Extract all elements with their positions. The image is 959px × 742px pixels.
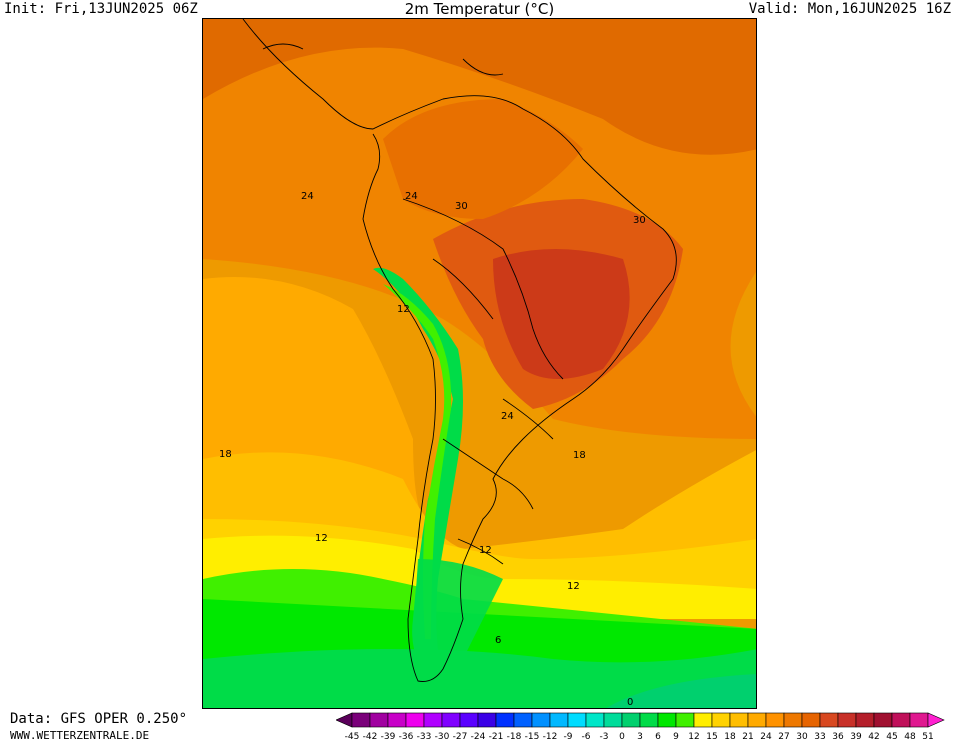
- legend-swatch: [837, 712, 857, 728]
- valid-time: Valid: Mon,16JUN2025 16Z: [748, 1, 951, 17]
- legend-tick-label: 0: [619, 732, 625, 741]
- legend-tick-label: 18: [724, 732, 736, 741]
- legend-swatch: [351, 712, 371, 728]
- legend-swatch: [441, 712, 461, 728]
- legend-tick-label: -27: [453, 732, 468, 741]
- temperature-map: 24 24 30 30 12 24 18 18 12 12 12 6 0: [202, 18, 757, 709]
- legend-tick-label: 36: [832, 732, 844, 741]
- legend-tick-label: 9: [673, 732, 679, 741]
- legend-tick-label: -42: [363, 732, 378, 741]
- contour-label: 24: [405, 191, 418, 202]
- legend-tick-label: -9: [564, 732, 573, 741]
- legend-tick-label: -12: [543, 732, 558, 741]
- legend-swatch: [585, 712, 605, 728]
- legend-tick-label: -24: [471, 732, 486, 741]
- legend-swatch: [855, 712, 875, 728]
- contour-label: 6: [495, 635, 501, 646]
- legend-tick-label: 6: [655, 732, 661, 741]
- legend-swatch: [603, 712, 623, 728]
- contour-label: 24: [501, 411, 514, 422]
- legend-swatch: [783, 712, 803, 728]
- legend-tick-label: -33: [417, 732, 432, 741]
- legend-swatch: [747, 712, 767, 728]
- legend-swatch: [621, 712, 641, 728]
- data-source: Data: GFS OPER 0.250°: [10, 711, 188, 727]
- contour-label: 12: [397, 304, 410, 315]
- init-time: Init: Fri,13JUN2025 06Z: [4, 1, 198, 17]
- legend-tick-label: 21: [742, 732, 753, 741]
- legend-swatch: [873, 712, 893, 728]
- contour-label: 30: [633, 215, 646, 226]
- legend-swatch: [405, 712, 425, 728]
- legend-swatch: [891, 712, 911, 728]
- contour-label: 18: [573, 450, 586, 461]
- contour-label: 12: [567, 581, 580, 592]
- legend-tick-label: 48: [904, 732, 916, 741]
- website-credit: WWW.WETTERZENTRALE.DE: [10, 729, 150, 742]
- legend-swatch: [675, 712, 695, 728]
- legend-tick-label: -39: [381, 732, 396, 741]
- legend-tick-label: -15: [525, 732, 540, 741]
- legend-swatch: [387, 712, 407, 728]
- legend-swatch: [819, 712, 839, 728]
- contour-label: 24: [301, 191, 314, 202]
- legend-tick-label: 27: [778, 732, 789, 741]
- contour-label: 18: [219, 449, 232, 460]
- legend-tick-label: -36: [399, 732, 414, 741]
- map-canvas: 24 24 30 30 12 24 18 18 12 12 12 6 0: [203, 19, 756, 708]
- legend-swatch: [693, 712, 713, 728]
- legend-swatch: [549, 712, 569, 728]
- legend-swatch: [765, 712, 785, 728]
- legend-swatch: [513, 712, 533, 728]
- contour-label: 30: [455, 201, 468, 212]
- legend-tick-label: -30: [435, 732, 450, 741]
- legend-swatch: [909, 712, 929, 728]
- contour-label: 12: [479, 545, 492, 556]
- legend-tick-label: 3: [637, 732, 643, 741]
- legend-swatch: [477, 712, 497, 728]
- legend-tick-label: -6: [582, 732, 591, 741]
- legend-swatch: [711, 712, 731, 728]
- legend-tick-label: -3: [600, 732, 609, 741]
- legend-swatch: [423, 712, 443, 728]
- legend-tick-label: 12: [688, 732, 699, 741]
- legend-swatch: [729, 712, 749, 728]
- legend-tick-label: 42: [868, 732, 879, 741]
- legend-max-arrow: [927, 712, 945, 728]
- legend-swatch: [495, 712, 515, 728]
- legend-tick-label: 30: [796, 732, 808, 741]
- legend-tick-label: 33: [814, 732, 825, 741]
- legend-swatch: [459, 712, 479, 728]
- legend-tick-label: 15: [706, 732, 717, 741]
- legend-swatch: [639, 712, 659, 728]
- legend-tick-label: -18: [507, 732, 522, 741]
- legend-tick-label: -45: [345, 732, 360, 741]
- legend-tick-label: -21: [489, 732, 504, 741]
- legend-swatch: [369, 712, 389, 728]
- chart-title: 2m Temperatur (°C): [404, 0, 555, 18]
- legend-tick-label: 51: [922, 732, 933, 741]
- contour-label: 0: [627, 697, 633, 708]
- color-legend: -45 -42 -39 -36 -33 -30 -27 -24 -21 -18 -15 -12 -9 -6…: [336, 712, 945, 741]
- legend-min-arrow: [336, 712, 353, 728]
- legend-tick-label: 24: [760, 732, 772, 741]
- contour-label: 12: [315, 533, 328, 544]
- legend-swatch: [657, 712, 677, 728]
- legend-tick-label: 39: [850, 732, 862, 741]
- legend-swatch: [531, 712, 551, 728]
- legend-swatch: [567, 712, 587, 728]
- legend-swatch: [801, 712, 821, 728]
- legend-tick-label: 45: [886, 732, 897, 741]
